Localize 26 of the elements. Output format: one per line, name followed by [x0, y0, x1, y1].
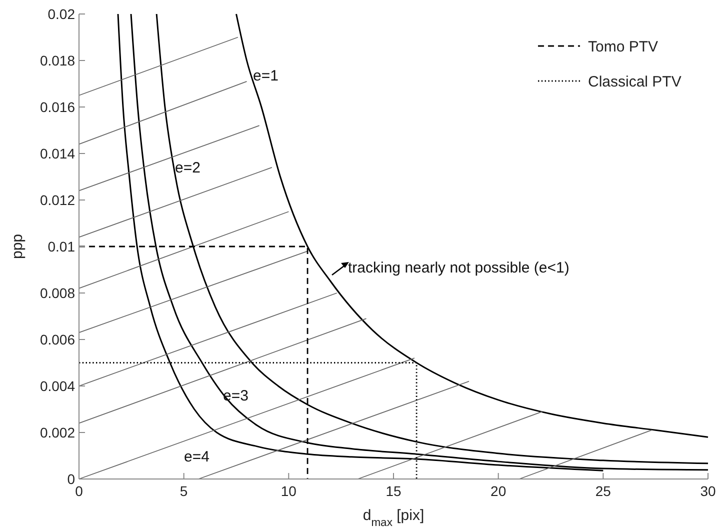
y-tick-label: 0.006: [40, 331, 76, 348]
x-tick-label: 20: [490, 483, 506, 499]
y-tick-label: 0.016: [40, 98, 76, 115]
x-tick-label: 25: [595, 483, 612, 499]
y-tick-label: 0.008: [40, 284, 76, 301]
x-tick-label: 30: [700, 483, 716, 499]
y-tick-label: 0.004: [40, 378, 76, 394]
annotation: e=4: [184, 448, 210, 466]
legend-label: Tomo PTV: [588, 38, 658, 56]
annotation: tracking nearly not possible (e<1): [348, 259, 570, 276]
annotation: e=2: [175, 159, 200, 176]
legend-label: Classical PTV: [588, 73, 682, 90]
annotation: e=1: [253, 67, 278, 84]
y-tick-label: 0.01: [48, 238, 76, 254]
y-tick-label: 0.002: [40, 424, 76, 440]
annotation: e=3: [223, 387, 248, 404]
y-tick-label: 0.012: [40, 192, 76, 208]
x-tick-label: 10: [280, 483, 297, 499]
y-axis-title: ppp: [9, 234, 26, 260]
y-tick-label: 0: [67, 470, 76, 487]
x-axis-title: d$_{max}$ [pix]: [362, 507, 424, 529]
y-tick-label: 0.018: [40, 52, 76, 68]
y-tick-label: 0.02: [48, 6, 76, 22]
x-tick-label: 5: [180, 483, 188, 499]
y-tick-label: 0.014: [40, 145, 76, 162]
x-tick-label: 15: [386, 483, 402, 499]
